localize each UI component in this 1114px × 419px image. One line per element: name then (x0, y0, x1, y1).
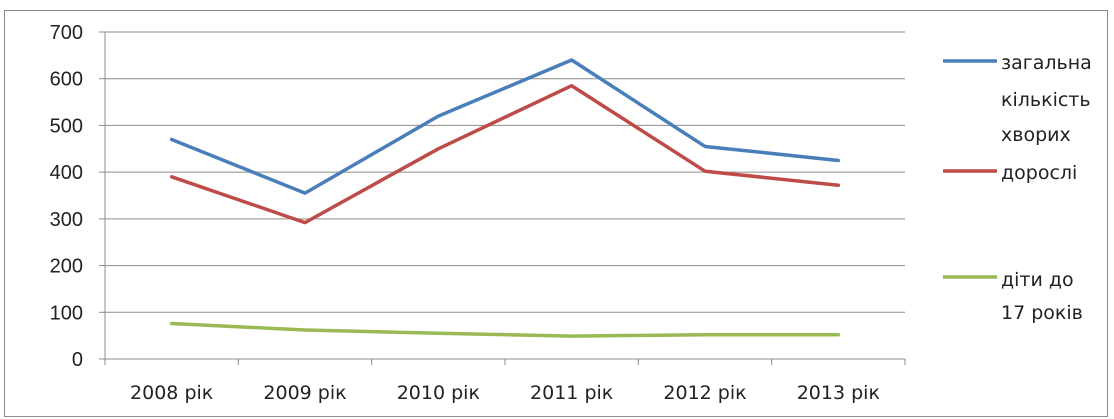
y-tick-label: 400 (50, 162, 83, 184)
chart-frame: 0 100 200 300 400 500 600 700 2008 рік 2009 рік 2… (4, 10, 1108, 417)
x-tick-label: 2009 рік (263, 382, 346, 404)
x-tick-label: 2011 рік (530, 382, 613, 404)
legend-label-1: кількість (1001, 89, 1091, 111)
series-line-1 (169, 58, 841, 195)
series-line-2 (169, 83, 841, 225)
y-tick-label: 100 (50, 302, 83, 324)
x-tick-label: 2010 рік (397, 382, 480, 404)
legend-label-3: діти до (1001, 269, 1074, 291)
y-tick-label: 600 (50, 69, 83, 91)
x-axis: 2008 рік 2009 рік 2010 рік 2011 рік 2012 рік… (104, 358, 906, 404)
y-tick-label: 200 (50, 256, 83, 278)
legend: загальна кількість хворих дорослі діти до 17 … (943, 52, 1092, 324)
legend-label-1: хворих (1001, 124, 1071, 146)
y-tick-label: 500 (50, 115, 83, 137)
legend-label-1: загальна (1001, 52, 1092, 74)
x-tick-label: 2012 рік (663, 382, 746, 404)
series-lines (169, 58, 841, 338)
x-tick-label: 2013 рік (797, 382, 880, 404)
y-tick-label: 0 (72, 349, 83, 371)
y-axis: 0 100 200 300 400 500 600 700 (50, 22, 106, 371)
x-tick-label: 2008 рік (130, 382, 213, 404)
gridlines (105, 31, 905, 313)
legend-label-2: дорослі (1001, 162, 1077, 184)
legend-label-3: 17 років (1001, 302, 1083, 324)
y-tick-label: 700 (50, 22, 83, 44)
series-line-3 (169, 321, 841, 338)
y-tick-label: 300 (50, 209, 83, 231)
